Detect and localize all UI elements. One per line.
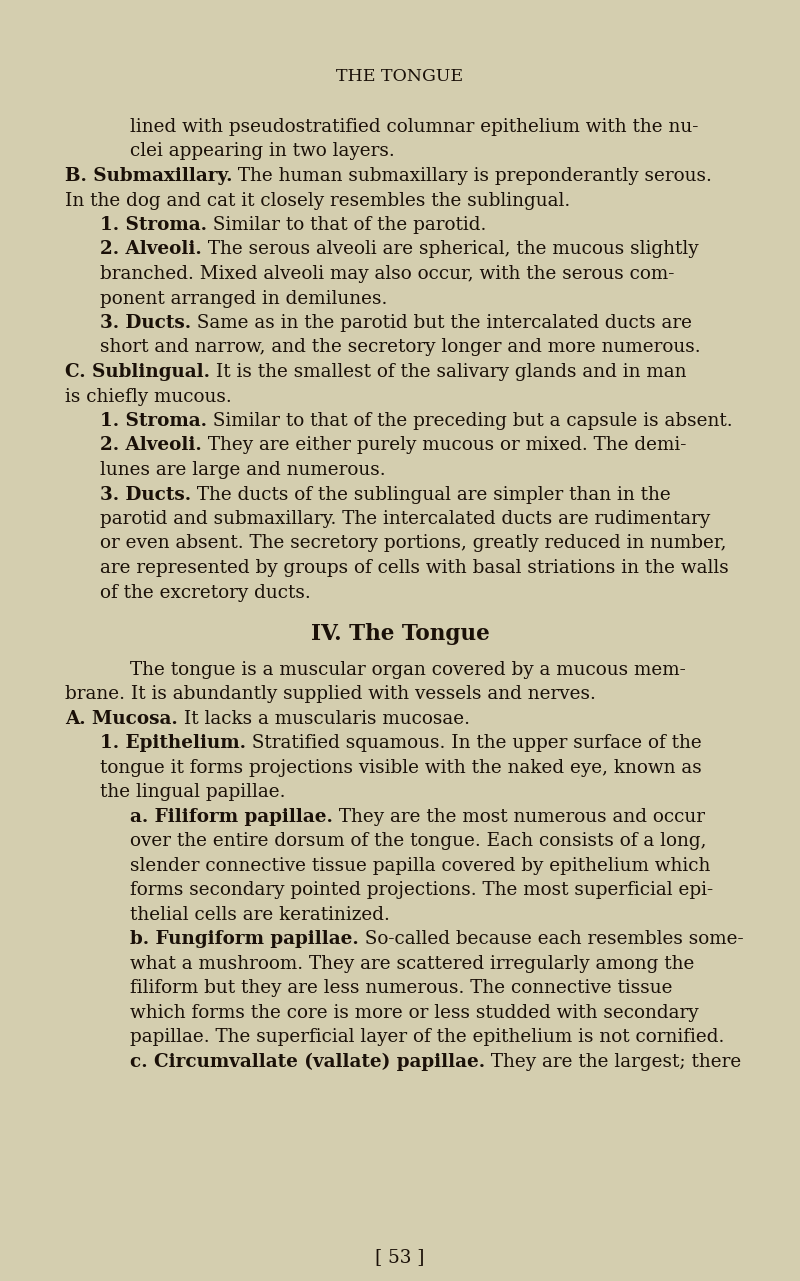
Text: 3. Ducts.: 3. Ducts.: [100, 314, 191, 332]
Text: clei appearing in two layers.: clei appearing in two layers.: [130, 142, 394, 160]
Text: 1. Stroma.: 1. Stroma.: [100, 216, 207, 234]
Text: C. Sublingual.: C. Sublingual.: [65, 363, 210, 380]
Text: B. Submaxillary.: B. Submaxillary.: [65, 167, 233, 184]
Text: The ducts of the sublingual are simpler than in the: The ducts of the sublingual are simpler …: [191, 485, 671, 503]
Text: THE TONGUE: THE TONGUE: [337, 68, 463, 85]
Text: lunes are large and numerous.: lunes are large and numerous.: [100, 461, 386, 479]
Text: brane. It is abundantly supplied with vessels and nerves.: brane. It is abundantly supplied with ve…: [65, 685, 596, 703]
Text: So-called because each resembles some-: So-called because each resembles some-: [358, 930, 743, 948]
Text: Same as in the parotid but the intercalated ducts are: Same as in the parotid but the intercala…: [191, 314, 692, 332]
Text: A. Mucosa.: A. Mucosa.: [65, 710, 178, 728]
Text: They are the most numerous and occur: They are the most numerous and occur: [333, 808, 705, 826]
Text: ponent arranged in demilunes.: ponent arranged in demilunes.: [100, 290, 387, 307]
Text: slender connective tissue papilla covered by epithelium which: slender connective tissue papilla covere…: [130, 857, 710, 875]
Text: c. Circumvallate (vallate) papillae.: c. Circumvallate (vallate) papillae.: [130, 1053, 485, 1071]
Text: They are either purely mucous or mixed. The demi-: They are either purely mucous or mixed. …: [202, 437, 686, 455]
Text: short and narrow, and the secretory longer and more numerous.: short and narrow, and the secretory long…: [100, 338, 701, 356]
Text: filiform but they are less numerous. The connective tissue: filiform but they are less numerous. The…: [130, 979, 673, 997]
Text: 1. Epithelium.: 1. Epithelium.: [100, 734, 246, 752]
Text: branched. Mixed alveoli may also occur, with the serous com-: branched. Mixed alveoli may also occur, …: [100, 265, 674, 283]
Text: papillae. The superficial layer of the epithelium is not cornified.: papillae. The superficial layer of the e…: [130, 1029, 724, 1047]
Text: parotid and submaxillary. The intercalated ducts are rudimentary: parotid and submaxillary. The intercalat…: [100, 510, 710, 528]
Text: is chiefly mucous.: is chiefly mucous.: [65, 387, 232, 406]
Text: 2. Alveoli.: 2. Alveoli.: [100, 437, 202, 455]
Text: IV. The Tongue: IV. The Tongue: [310, 623, 490, 644]
Text: [ 53 ]: [ 53 ]: [375, 1248, 425, 1266]
Text: They are the largest; there: They are the largest; there: [485, 1053, 742, 1071]
Text: of the excretory ducts.: of the excretory ducts.: [100, 584, 310, 602]
Text: are represented by groups of cells with basal striations in the walls: are represented by groups of cells with …: [100, 559, 729, 576]
Text: The tongue is a muscular organ covered by a mucous mem-: The tongue is a muscular organ covered b…: [130, 661, 686, 679]
Text: or even absent. The secretory portions, greatly reduced in number,: or even absent. The secretory portions, …: [100, 534, 726, 552]
Text: Stratified squamous. In the upper surface of the: Stratified squamous. In the upper surfac…: [246, 734, 702, 752]
Text: Similar to that of the preceding but a capsule is absent.: Similar to that of the preceding but a c…: [207, 412, 733, 430]
Text: b. Fungiform papillae.: b. Fungiform papillae.: [130, 930, 358, 948]
Text: In the dog and cat it closely resembles the sublingual.: In the dog and cat it closely resembles …: [65, 191, 570, 210]
Text: 1. Stroma.: 1. Stroma.: [100, 412, 207, 430]
Text: Similar to that of the parotid.: Similar to that of the parotid.: [207, 216, 486, 234]
Text: forms secondary pointed projections. The most superficial epi-: forms secondary pointed projections. The…: [130, 881, 713, 899]
Text: tongue it forms projections visible with the naked eye, known as: tongue it forms projections visible with…: [100, 758, 702, 776]
Text: what a mushroom. They are scattered irregularly among the: what a mushroom. They are scattered irre…: [130, 954, 694, 972]
Text: 2. Alveoli.: 2. Alveoli.: [100, 241, 202, 259]
Text: thelial cells are keratinized.: thelial cells are keratinized.: [130, 906, 390, 924]
Text: the lingual papillae.: the lingual papillae.: [100, 783, 286, 801]
Text: 3. Ducts.: 3. Ducts.: [100, 485, 191, 503]
Text: It lacks a muscularis mucosae.: It lacks a muscularis mucosae.: [178, 710, 470, 728]
Text: a. Filiform papillae.: a. Filiform papillae.: [130, 808, 333, 826]
Text: The human submaxillary is preponderantly serous.: The human submaxillary is preponderantly…: [233, 167, 712, 184]
Text: lined with pseudostratified columnar epithelium with the nu-: lined with pseudostratified columnar epi…: [130, 118, 698, 136]
Text: The serous alveoli are spherical, the mucous slightly: The serous alveoli are spherical, the mu…: [202, 241, 698, 259]
Text: which forms the core is more or less studded with secondary: which forms the core is more or less stu…: [130, 1004, 698, 1022]
Text: It is the smallest of the salivary glands and in man: It is the smallest of the salivary gland…: [210, 363, 686, 380]
Text: over the entire dorsum of the tongue. Each consists of a long,: over the entire dorsum of the tongue. Ea…: [130, 833, 706, 851]
